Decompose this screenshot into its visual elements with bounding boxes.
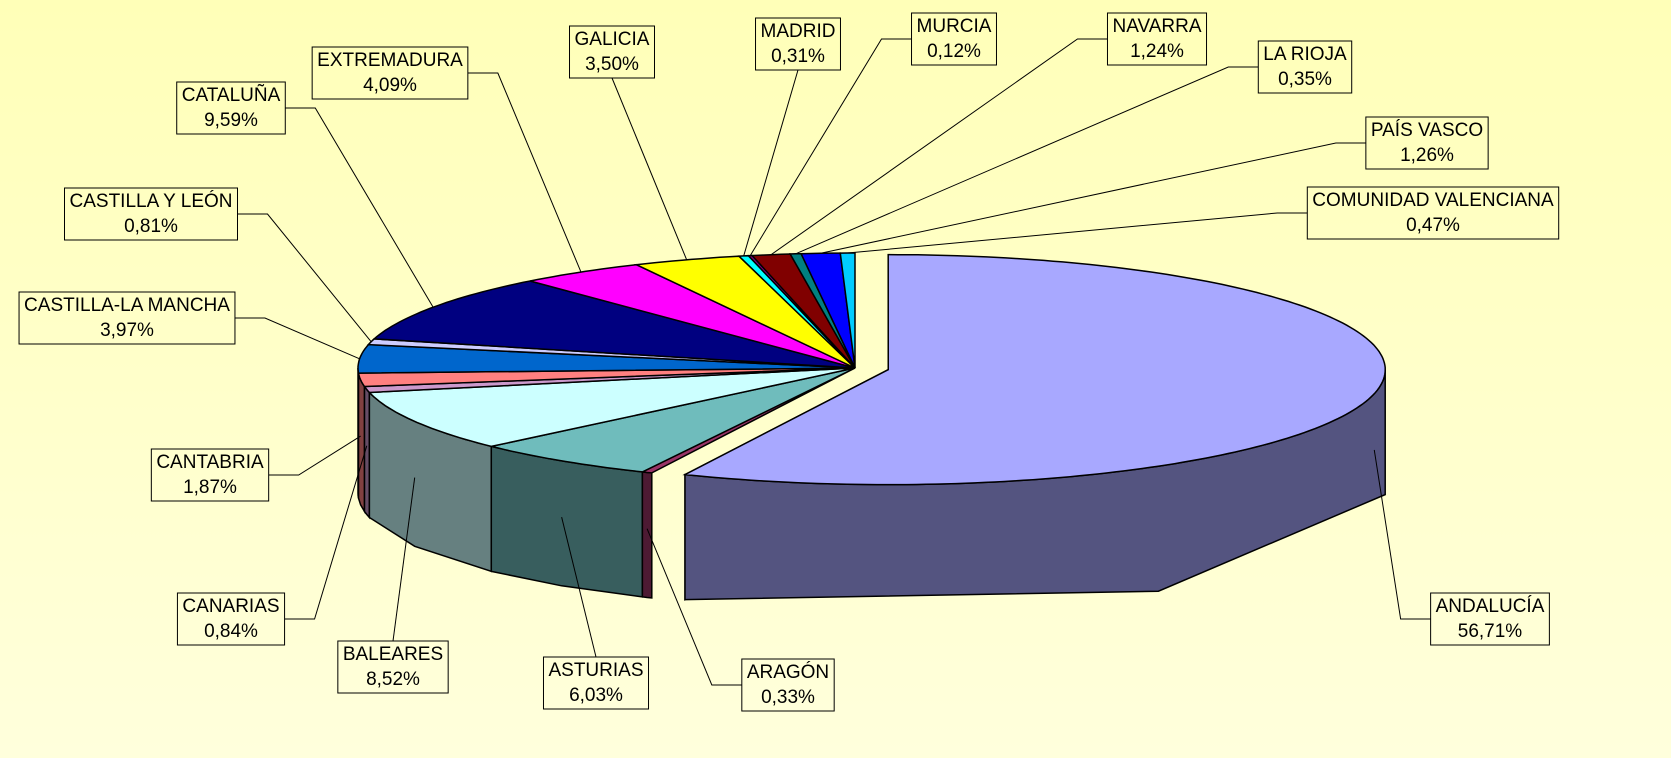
slice-label: LA RIOJA 0,35% [1257, 40, 1353, 94]
labels: ANDALUCÍA 56,71% ARAGÓN 0,33% ASTURIAS 6,03% B… [18, 12, 1560, 712]
leader-line [392, 477, 416, 642]
slice-label: PAÍS VASCO 1,26% [1365, 116, 1489, 170]
slice-label-value: 0,35% [1278, 69, 1332, 90]
slice-label-value: 6,03% [569, 685, 623, 706]
slice-label-name: COMUNIDAD VALENCIANA [1312, 190, 1554, 211]
slice-label-name: BALEARES [343, 644, 443, 665]
leader-line [770, 38, 1108, 256]
slice-label-value: 4,09% [363, 75, 417, 96]
leader-line [743, 69, 799, 257]
leader-line [285, 107, 434, 308]
slice-label-name: LA RIOJA [1263, 44, 1347, 65]
slice-label-name: ANDALUCÍA [1436, 596, 1545, 617]
leader-line [749, 38, 912, 256]
slice [491, 367, 856, 473]
slice-label-value: 8,52% [366, 669, 420, 690]
slice [357, 367, 856, 388]
slice-tops [357, 252, 1386, 486]
slice-label-name: CANARIAS [182, 596, 279, 617]
slice [372, 280, 856, 369]
slice-label-name: MURCIA [917, 16, 992, 37]
slice-label: MURCIA 0,12% [911, 12, 997, 66]
slice-label-name: GALICIA [575, 29, 650, 50]
slice-side [357, 372, 366, 515]
leader-line [234, 317, 360, 360]
slice-label-name: PAÍS VASCO [1371, 120, 1483, 141]
slice-label-value: 0,31% [771, 46, 825, 67]
slice-label: COMUNIDAD VALENCIANA 0,47% [1306, 186, 1560, 240]
slice-label-value: 0,84% [204, 621, 258, 642]
slice-label-value: 3,50% [585, 54, 639, 75]
slice-label-name: CATALUÑA [182, 84, 281, 106]
slice-label: MADRID 0,31% [755, 17, 841, 71]
slice-label-name: CANTABRIA [156, 452, 264, 473]
slice-label-value: 0,47% [1406, 215, 1460, 236]
slice [682, 253, 1386, 486]
leader-line [467, 72, 582, 273]
slice-label: CASTILLA-LA MANCHA 3,97% [18, 291, 236, 345]
slice-label: ANDALUCÍA 56,71% [1430, 592, 1550, 646]
leader-line [820, 142, 1366, 254]
leader-line [847, 212, 1308, 254]
slice [367, 367, 856, 448]
slice [357, 343, 856, 374]
slice-label: EXTREMADURA 4,09% [311, 46, 469, 100]
slice-label-value: 1,24% [1130, 41, 1184, 62]
slice-label-value: 1,87% [183, 477, 237, 498]
leader-line [611, 77, 688, 260]
slice-label-value: 3,97% [100, 320, 154, 341]
slice-label-name: EXTREMADURA [317, 50, 463, 71]
slice-label-name: ARAGÓN [747, 661, 829, 683]
slice-label: ASTURIAS 6,03% [542, 656, 650, 710]
leader-line [237, 213, 372, 343]
slice-label-value: 9,59% [204, 110, 258, 131]
slice-label: CANARIAS 0,84% [176, 592, 286, 646]
slice-label-name: CASTILLA Y LEÓN [70, 190, 233, 212]
leader-line [795, 66, 1259, 255]
slice-side [641, 471, 653, 599]
leader-line [561, 516, 597, 658]
slice-label: ARAGÓN 0,33% [741, 658, 835, 712]
slice-label-value: 0,81% [124, 216, 178, 237]
leader-line [1373, 449, 1431, 620]
slice-label-value: 0,12% [927, 41, 981, 62]
slice-label-name: MADRID [761, 21, 836, 42]
slice-label-value: 0,33% [761, 687, 815, 708]
leader-line [268, 435, 361, 476]
slice-label-name: CASTILLA-LA MANCHA [24, 295, 230, 316]
slice-label-name: NAVARRA [1112, 16, 1201, 37]
slice-label-name: ASTURIAS [548, 660, 643, 681]
leader-line [284, 445, 368, 620]
slice-label: CASTILLA Y LEÓN 0,81% [64, 187, 238, 241]
leader-line [646, 528, 742, 686]
slice-label: BALEARES 8,52% [337, 640, 449, 694]
slice-label: GALICIA 3,50% [569, 25, 655, 79]
slice-label-value: 56,71% [1458, 621, 1523, 642]
slice-sides [357, 367, 1386, 601]
slice-label-value: 1,26% [1400, 145, 1454, 166]
